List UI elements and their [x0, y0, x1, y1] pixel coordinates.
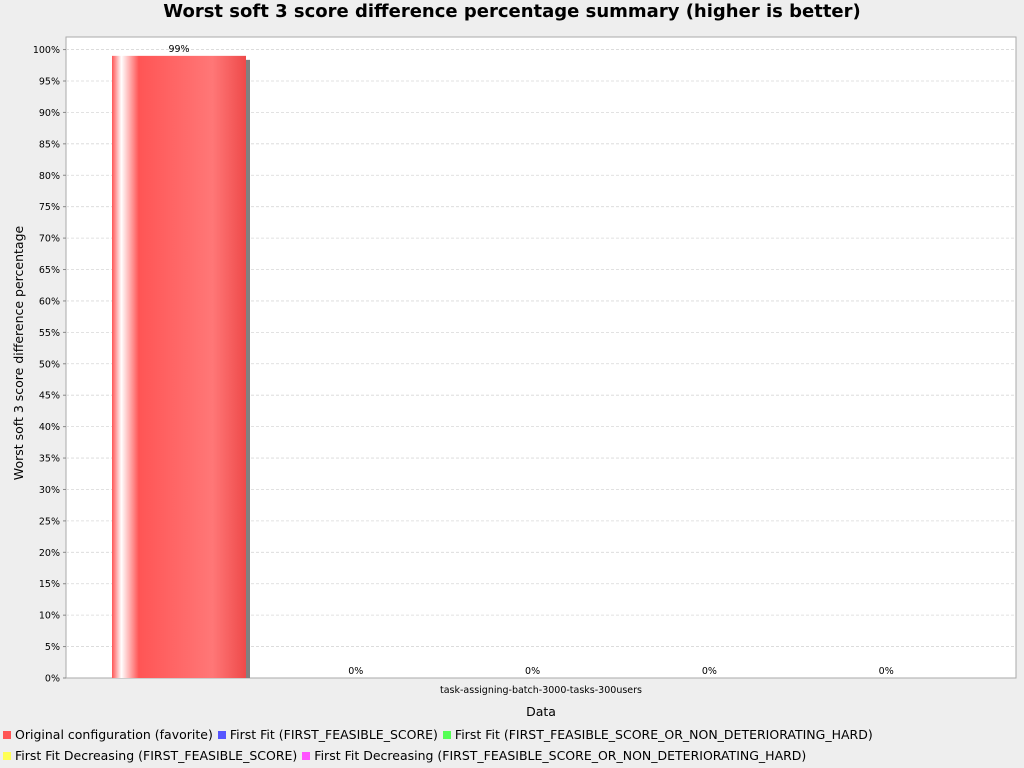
data-labels: 99% 0% 0% 0% 0%	[168, 44, 893, 677]
y-tick-label: 70%	[39, 234, 60, 245]
x-tick-label: task-assigning-batch-3000-tasks-300users	[440, 685, 642, 696]
bar-data-label: 99%	[168, 44, 189, 55]
x-axis-label: Data	[526, 704, 556, 719]
legend-swatch	[442, 730, 451, 739]
legend-label: First Fit Decreasing (FIRST_FEASIBLE_SCO…	[15, 748, 298, 763]
y-tick-label: 95%	[39, 76, 60, 87]
y-tick-label: 5%	[45, 642, 60, 653]
y-tick-label: 60%	[39, 296, 60, 307]
y-axis: 0% 5% 10% 15% 20% 25% 30% 35% 40% 45% 50% 55% 60% 65%…	[33, 45, 66, 685]
legend-row-1: Original configuration (favorite) First …	[3, 727, 878, 742]
legend-row-2: First Fit Decreasing (FIRST_FEASIBLE_SCO…	[3, 748, 811, 763]
y-tick-label: 50%	[39, 359, 60, 370]
y-tick-label: 0%	[45, 674, 60, 685]
legend-swatch	[3, 730, 11, 739]
bar-data-label: 0%	[348, 666, 363, 677]
y-tick-label: 55%	[39, 328, 60, 339]
y-tick-label: 90%	[39, 108, 60, 119]
y-tick-label: 30%	[39, 485, 60, 496]
bar	[112, 55, 246, 678]
y-tick-label: 45%	[39, 391, 60, 402]
legend-item: Original configuration (favorite)	[3, 727, 213, 742]
bar-data-label: 0%	[702, 666, 717, 677]
y-tick-label: 65%	[39, 265, 60, 276]
y-tick-label: 25%	[39, 516, 60, 527]
y-tick-label: 75%	[39, 202, 60, 213]
legend-item: First Fit (FIRST_FEASIBLE_SCORE)	[217, 727, 438, 742]
y-tick-label: 40%	[39, 422, 60, 433]
bar-data-label: 0%	[879, 666, 894, 677]
legend-swatch	[217, 730, 226, 739]
chart-title: Worst soft 3 score difference percentage…	[163, 1, 861, 22]
legend-label: First Fit (FIRST_FEASIBLE_SCORE_OR_NON_D…	[454, 727, 873, 742]
legend-swatch	[302, 751, 311, 760]
legend-label: First Fit (FIRST_FEASIBLE_SCORE)	[229, 727, 438, 742]
y-tick-label: 100%	[33, 45, 60, 56]
y-axis-label: Worst soft 3 score difference percentage	[11, 225, 26, 480]
y-tick-label: 85%	[39, 139, 60, 150]
y-tick-label: 10%	[39, 611, 60, 622]
legend-item: First Fit Decreasing (FIRST_FEASIBLE_SCO…	[302, 748, 806, 763]
legend-item: First Fit Decreasing (FIRST_FEASIBLE_SCO…	[3, 748, 297, 763]
y-tick-label: 15%	[39, 579, 60, 590]
legend-item: First Fit (FIRST_FEASIBLE_SCORE_OR_NON_D…	[442, 727, 873, 742]
legend-label: First Fit Decreasing (FIRST_FEASIBLE_SCO…	[314, 748, 807, 763]
y-tick-label: 80%	[39, 171, 60, 182]
y-tick-label: 35%	[39, 454, 60, 465]
bars	[112, 55, 250, 678]
grid-lines	[66, 49, 1016, 647]
bar-data-label: 0%	[525, 666, 540, 677]
legend-swatch	[3, 751, 11, 760]
legend-label: Original configuration (favorite)	[15, 727, 213, 742]
y-tick-label: 20%	[39, 548, 60, 559]
